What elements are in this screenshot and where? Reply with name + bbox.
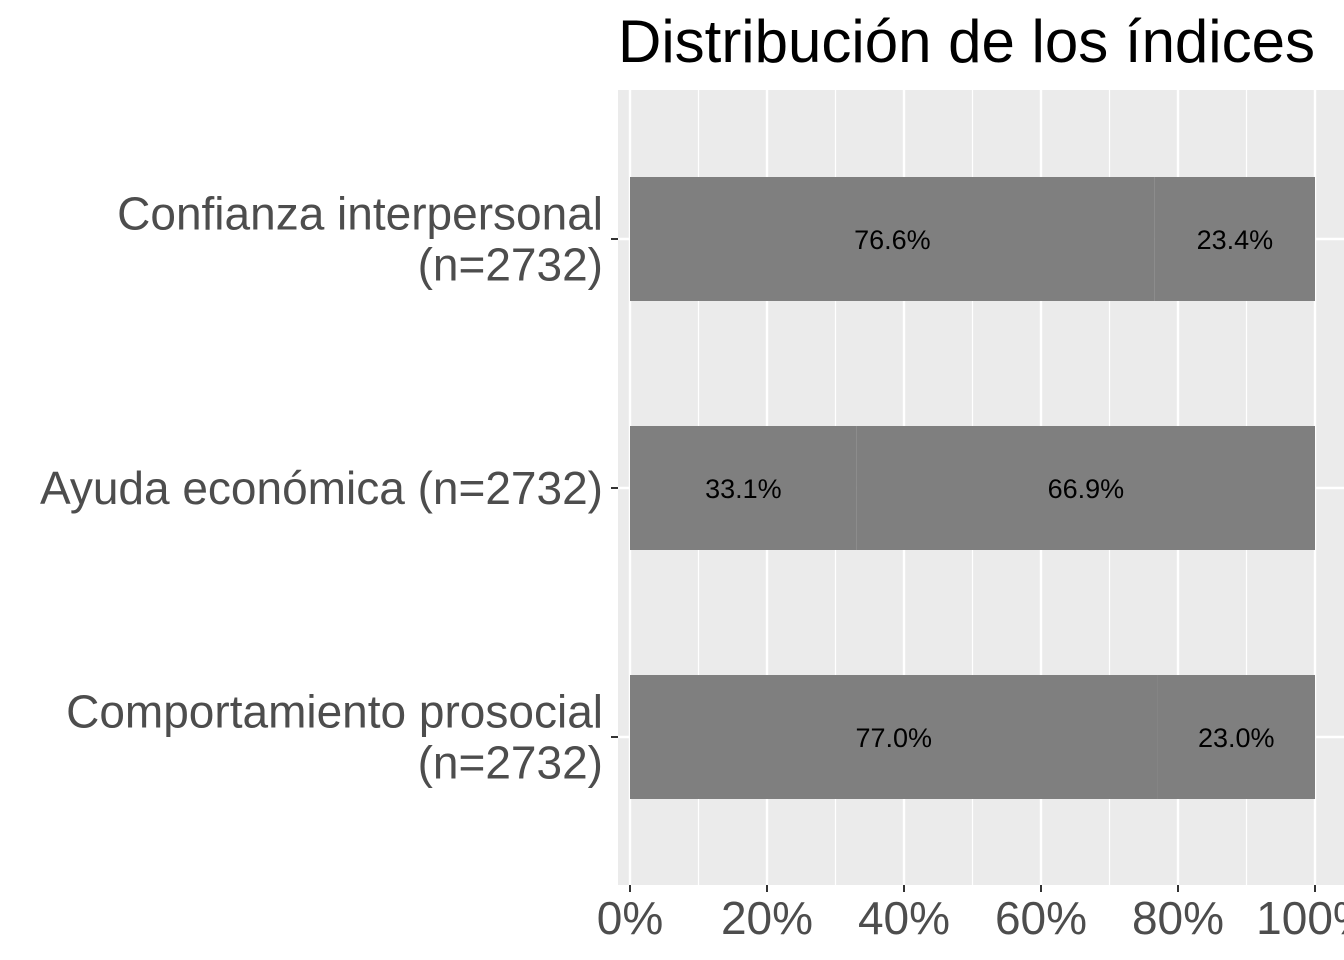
category-label: Ayuda económica (n=2732) xyxy=(40,462,603,514)
category-label: (n=2732) xyxy=(418,239,603,291)
data-label: 66.9% xyxy=(1048,474,1125,504)
data-label: 33.1% xyxy=(705,474,782,504)
chart-title: Distribución de los índices xyxy=(618,8,1315,75)
category-label: (n=2732) xyxy=(418,737,603,789)
bar-segment xyxy=(856,426,1315,550)
bar-segment xyxy=(630,177,1155,301)
bar-labels: 76.6% 23.4% 33.1% 66.9% 77.0% 23.0% xyxy=(705,225,1274,753)
bar-segment xyxy=(1154,177,1315,301)
data-label: 23.4% xyxy=(1197,225,1274,255)
bar-segment xyxy=(630,675,1158,799)
data-label: 77.0% xyxy=(855,723,932,753)
x-tick-label: 100% xyxy=(1256,892,1344,944)
category-label: Confianza interpersonal xyxy=(117,188,603,240)
x-tick-label: 80% xyxy=(1132,892,1224,944)
bar-segment xyxy=(630,426,857,550)
bars xyxy=(630,177,1315,799)
x-axis: 0% 20% 40% 60% 80% 100% xyxy=(597,885,1344,944)
data-label: 76.6% xyxy=(854,225,931,255)
x-tick-label: 20% xyxy=(721,892,813,944)
bar-segment xyxy=(1157,675,1315,799)
y-axis: Confianza interpersonal(n=2732)Ayuda eco… xyxy=(40,188,618,789)
x-tick-label: 40% xyxy=(858,892,950,944)
x-tick-label: 0% xyxy=(597,892,663,944)
category-label: Comportamiento prosocial xyxy=(66,686,603,738)
x-tick-label: 60% xyxy=(995,892,1087,944)
data-label: 23.0% xyxy=(1198,723,1275,753)
